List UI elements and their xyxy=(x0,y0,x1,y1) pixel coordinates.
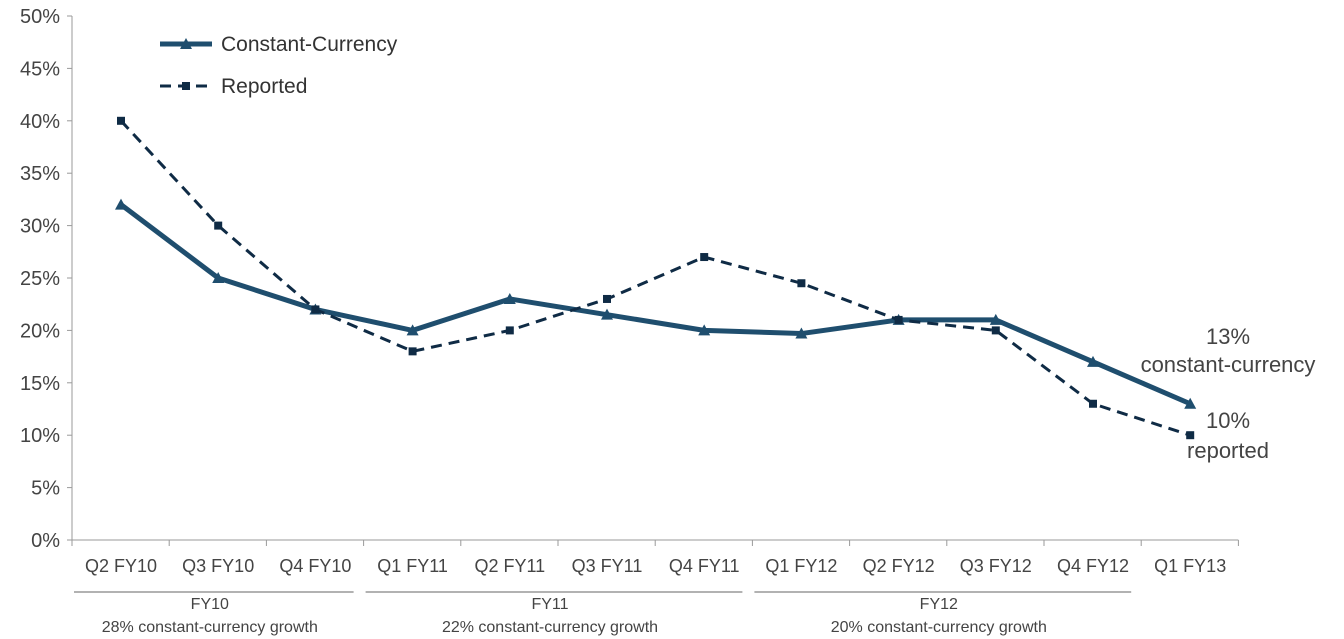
data-point xyxy=(406,324,419,336)
x-tick-label: Q3 FY11 xyxy=(572,556,643,576)
x-tick-label: Q1 FY13 xyxy=(1154,556,1226,576)
y-tick-label: 30% xyxy=(20,216,60,238)
axes: 0% 5% 10% 15% 20% 25% 30% 35% 40% 45% 50% Q2 FY10 Q3… xyxy=(20,6,1239,576)
group-label: FY12 xyxy=(920,596,958,613)
annotation-cc: 13% constant-currency xyxy=(1141,324,1316,377)
group-label: FY11 xyxy=(531,596,568,613)
legend: Constant-Currency Reported xyxy=(160,33,398,98)
data-point xyxy=(797,279,806,288)
x-tick-label: Q4 FY11 xyxy=(669,556,740,576)
y-tick-label: 40% xyxy=(20,111,60,133)
legend-item: Constant-Currency xyxy=(160,33,398,56)
y-tick-label: 50% xyxy=(20,6,60,28)
data-point xyxy=(603,294,611,303)
data-point xyxy=(1186,431,1195,440)
y-tick-label: 45% xyxy=(20,58,60,80)
data-point xyxy=(601,308,613,320)
series-reported xyxy=(117,116,1195,440)
group-label: FY10 xyxy=(191,596,229,613)
annotation-label: constant-currency xyxy=(1141,352,1316,377)
y-tick-label: 5% xyxy=(31,478,60,500)
group-sublabel: 20% constant-currency growth xyxy=(831,619,1047,636)
data-point xyxy=(894,315,903,324)
fiscal-year-groups: FY10 28% constant-currency growth FY11 22% … xyxy=(74,591,1132,636)
y-tick-label: 25% xyxy=(20,268,60,290)
group-0: FY10 28% constant-currency growth xyxy=(74,591,354,636)
group-sublabel: 28% constant-currency growth xyxy=(102,619,318,636)
series-line xyxy=(119,119,1191,437)
annotation-value: 13% xyxy=(1206,324,1250,349)
y-tick-label: 0% xyxy=(31,530,60,552)
legend-label: Reported xyxy=(221,75,307,98)
legend-item: Reported xyxy=(160,75,307,98)
group-sublabel: 22% constant-currency growth xyxy=(442,619,658,636)
data-point xyxy=(311,305,320,314)
data-point xyxy=(698,324,711,336)
group-1: FY11 22% constant-currency growth xyxy=(365,591,743,636)
x-tick-label: Q1 FY11 xyxy=(377,556,448,576)
data-point xyxy=(503,292,516,304)
data-point xyxy=(408,347,417,356)
data-point xyxy=(505,326,514,335)
series-layer xyxy=(115,116,1197,440)
x-tick-label: Q2 FY12 xyxy=(863,556,935,576)
x-tick-label: Q2 FY10 xyxy=(85,556,157,576)
legend-label: Constant-Currency xyxy=(221,33,398,56)
annotations: 13% constant-currency 10% reported xyxy=(1141,324,1316,463)
x-tick-label: Q4 FY12 xyxy=(1057,556,1129,576)
data-point xyxy=(991,326,1000,335)
data-point xyxy=(795,327,808,339)
y-tick-label: 20% xyxy=(20,320,60,342)
data-point xyxy=(115,198,127,210)
data-point xyxy=(212,272,225,283)
annotation-label: reported xyxy=(1187,438,1269,463)
x-tick-label: Q1 FY12 xyxy=(765,556,837,576)
data-point xyxy=(117,116,125,125)
annotation-value: 10% xyxy=(1206,408,1250,433)
x-tick-label: Q3 FY12 xyxy=(960,556,1032,576)
series-constant-currency xyxy=(115,198,1197,409)
group-2: FY12 20% constant-currency growth xyxy=(754,591,1132,636)
y-tick-label: 15% xyxy=(20,373,60,395)
data-point xyxy=(700,253,709,262)
x-tick-label: Q2 FY11 xyxy=(474,556,545,576)
data-point xyxy=(214,221,223,230)
data-point xyxy=(1087,355,1099,367)
x-tick-label: Q3 FY10 xyxy=(182,556,254,576)
data-point xyxy=(989,313,1002,325)
y-tick-label: 10% xyxy=(20,425,60,447)
x-tick-label: Q4 FY10 xyxy=(279,556,351,576)
series-line xyxy=(119,202,1192,407)
legend-marker xyxy=(180,38,192,49)
legend-marker xyxy=(182,82,190,90)
data-point xyxy=(1184,397,1197,409)
annotation-rep: 10% reported xyxy=(1187,408,1269,463)
y-tick-label: 35% xyxy=(20,163,60,185)
data-point xyxy=(1089,399,1097,408)
